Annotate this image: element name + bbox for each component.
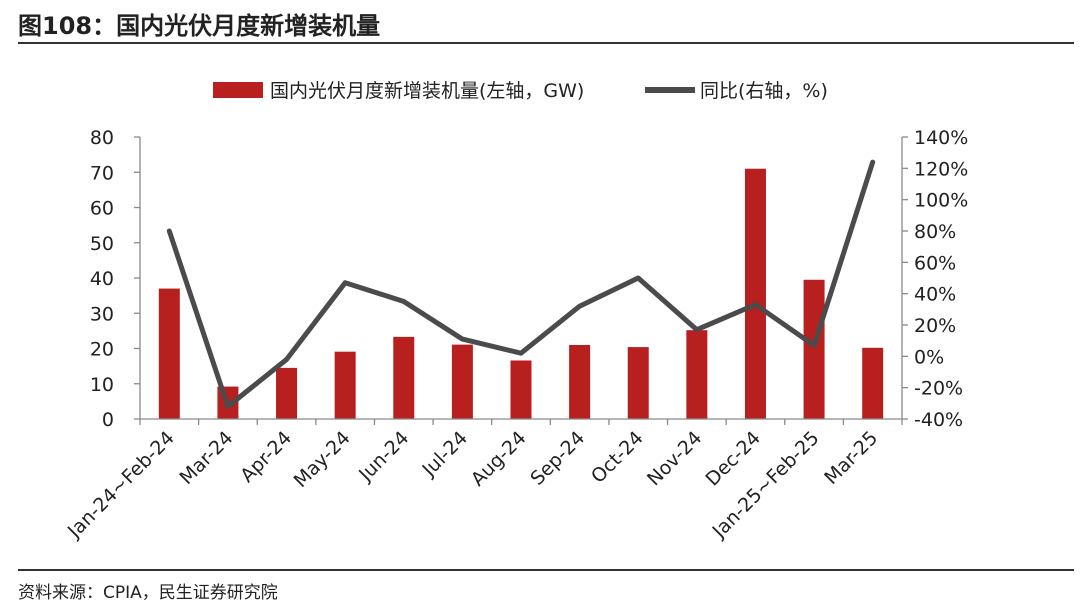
- left-tick-label: 20: [90, 339, 114, 361]
- bar: [569, 344, 591, 419]
- left-tick-label: 60: [90, 198, 114, 220]
- left-tick-label: 50: [90, 233, 114, 255]
- right-tick-label: 100%: [914, 190, 968, 212]
- bar: [627, 347, 649, 419]
- legend: 国内光伏月度新增装机量(左轴，GW) 同比(右轴，%): [213, 80, 828, 102]
- category-label: Mar-24: [175, 427, 237, 489]
- source-note: 资料来源：CPIA，民生证券研究院: [18, 583, 278, 603]
- line-series: [166, 159, 876, 409]
- category-label: Oct-24: [587, 427, 648, 488]
- left-tick-label: 0: [102, 409, 114, 431]
- bar: [158, 288, 180, 419]
- right-tick-label: -40%: [914, 409, 963, 431]
- bar: [744, 168, 766, 419]
- page-title: 图108：国内光伏月度新增装机量: [18, 12, 381, 40]
- right-tick-label: 80%: [914, 221, 956, 243]
- left-tick-label: 10: [90, 374, 114, 396]
- right-tick-label: 60%: [914, 252, 956, 274]
- bar: [862, 347, 884, 419]
- left-tick-label: 30: [90, 303, 114, 325]
- left-tick-label: 40: [90, 268, 114, 290]
- right-tick-label: 120%: [914, 158, 968, 180]
- title-divider: [18, 42, 1074, 44]
- right-tick-label: 20%: [914, 315, 956, 337]
- category-label: Mar-25: [820, 427, 882, 489]
- bar: [393, 336, 415, 419]
- right-tick-label: 140%: [914, 127, 968, 149]
- bar: [276, 367, 298, 419]
- right-tick-label: 40%: [914, 284, 956, 306]
- bar: [334, 351, 356, 419]
- right-tick-label: -20%: [914, 378, 963, 400]
- legend-bar-label: 国内光伏月度新增装机量(左轴，GW): [270, 80, 584, 102]
- category-label: Jun-24: [354, 427, 413, 486]
- category-label: Nov-24: [643, 427, 706, 490]
- axes: [134, 136, 908, 425]
- right-tick-label: 0%: [914, 346, 944, 368]
- legend-bar-swatch: [213, 82, 263, 98]
- yoy-line: [166, 159, 876, 409]
- left-axis-ticks: 0 10 20 30 40 50 60 70 80: [90, 127, 114, 431]
- category-label: Jul-24: [417, 427, 471, 481]
- category-label: Apr-24: [236, 427, 296, 487]
- bar: [803, 279, 825, 419]
- left-tick-label: 70: [90, 162, 114, 184]
- bar: [510, 360, 532, 419]
- category-label: Jan-24~Feb-24: [63, 427, 179, 543]
- left-tick-label: 80: [90, 127, 114, 149]
- bar-series: [158, 168, 884, 419]
- legend-line-label: 同比(右轴，%): [700, 80, 828, 102]
- bar: [686, 330, 708, 419]
- bar: [451, 344, 473, 419]
- category-label: Jan-25~Feb-25: [708, 427, 824, 543]
- footer-divider: [18, 569, 1074, 571]
- category-label: Aug-24: [467, 427, 531, 491]
- category-label: May-24: [290, 427, 355, 492]
- category-label: Sep-24: [526, 427, 589, 490]
- right-axis-ticks: -40% -20% 0% 20% 40% 60% 80% 100% 120% 140%: [914, 127, 968, 431]
